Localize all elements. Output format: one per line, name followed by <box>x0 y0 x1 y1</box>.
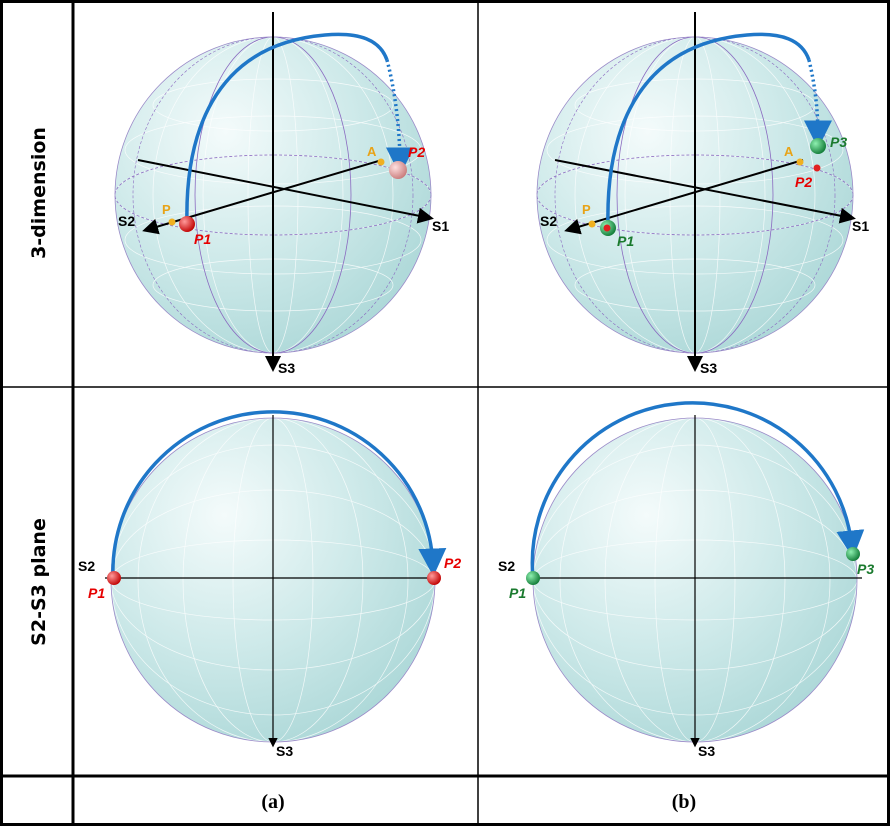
label-p2-b: P2 <box>795 174 812 190</box>
trajectory-3d-b-dotted <box>803 59 832 149</box>
label-a-b: A <box>784 144 794 159</box>
label-p-a: P <box>162 202 171 217</box>
axis-label-s3-b: S3 <box>700 360 717 376</box>
axis-label-s3-a: S3 <box>278 360 295 376</box>
row-label-3d: 3-dimension <box>28 127 50 259</box>
point-a-a <box>377 158 385 166</box>
axis-label-s2-2d-b: S2 <box>498 558 515 574</box>
axis-label-s3-2d-b: S3 <box>698 743 715 759</box>
label-p1-b: P1 <box>617 233 634 249</box>
label-p1-a: P1 <box>194 231 211 247</box>
axis-label-s2-a: S2 <box>118 213 135 229</box>
point-p2-b <box>813 164 821 172</box>
point-p3-b <box>810 138 826 154</box>
label-p3-b: P3 <box>830 134 847 150</box>
label-p-b: P <box>582 202 591 217</box>
point-p1-a <box>179 216 195 232</box>
point-p-a <box>168 218 176 226</box>
trajectory-3d-a-dotted <box>385 59 414 176</box>
axis-label-s2-b: S2 <box>540 213 557 229</box>
label-p1-2d-a: P1 <box>88 585 105 601</box>
label-p2-a: P2 <box>408 144 425 160</box>
axis-label-s1-b: S1 <box>852 218 869 234</box>
point-p2-a <box>389 161 407 179</box>
trajectory-3d-b <box>606 32 811 227</box>
axis-label-s1-a: S1 <box>432 218 449 234</box>
row-label-s2s3: S2-S3 plane <box>28 518 50 646</box>
trajectory-2d-a <box>111 410 447 579</box>
trajectory-2d-b <box>530 401 865 579</box>
point-p1-2d-b <box>526 571 540 585</box>
axes-2d-a <box>105 415 440 748</box>
point-p2-2d-a <box>427 571 441 585</box>
label-p3-2d-b: P3 <box>857 561 874 577</box>
point-p3-2d-b <box>846 547 860 561</box>
point-p-b <box>588 220 596 228</box>
label-p2-2d-a: P2 <box>444 555 461 571</box>
axes-2d-b <box>527 415 862 748</box>
label-p1-2d-b: P1 <box>509 585 526 601</box>
caption-b: (b) <box>672 791 696 813</box>
point-p1-b-red <box>603 224 611 232</box>
axis-label-s3-2d-a: S3 <box>276 743 293 759</box>
point-a-b <box>796 158 804 166</box>
point-p1-2d-a <box>107 571 121 585</box>
axis-label-s2-2d-a: S2 <box>78 558 95 574</box>
label-a-a: A <box>367 144 377 159</box>
trajectory-3d-a <box>185 32 389 225</box>
caption-a: (a) <box>261 791 284 813</box>
